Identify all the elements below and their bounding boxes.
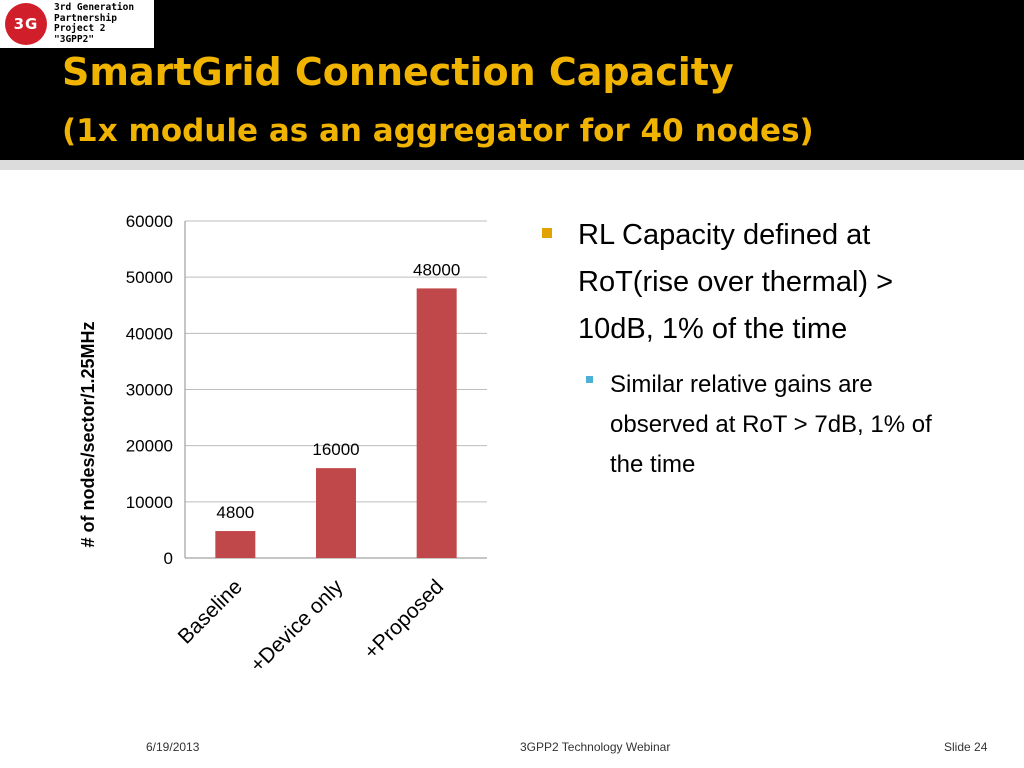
bullet-main-text: RL Capacity defined at RoT(rise over the… (578, 219, 894, 345)
y-tick-label: 50000 (126, 268, 173, 287)
data-label: 48000 (413, 260, 460, 279)
bar (316, 468, 356, 558)
3gpp2-logo: 3G 3rd Generation Partnership Project 2 … (0, 0, 154, 48)
category-label: +Device only (246, 575, 348, 677)
data-label: 4800 (216, 503, 254, 522)
y-tick-label: 0 (164, 549, 173, 568)
data-label: 16000 (312, 440, 359, 459)
3g-badge-icon: 3G (5, 3, 47, 45)
header-divider (0, 160, 1024, 170)
slide-title: SmartGrid Connection Capacity (62, 50, 734, 94)
slide-subtitle: (1x module as an aggregator for 40 nodes… (62, 113, 814, 149)
slide-header (0, 0, 1024, 160)
y-tick-label: 60000 (126, 212, 173, 231)
category-label: Baseline (174, 575, 247, 648)
logo-text: 3rd Generation Partnership Project 2 "3G… (54, 2, 135, 45)
bar (416, 288, 457, 558)
bar-chart: 0 10000 20000 30000 40000 50000 60000 4800 Basel… (78, 212, 487, 677)
y-tick-label: 30000 (126, 381, 173, 400)
bullet-square-icon (586, 376, 593, 383)
bar (215, 531, 256, 558)
bullet-square-icon (542, 228, 552, 238)
footer-date: 6/19/2013 (146, 740, 200, 754)
bullet-sub-text: Similar relative gains are observed at R… (610, 371, 932, 478)
y-tick-label: 10000 (126, 493, 173, 512)
y-tick-label: 40000 (126, 324, 173, 343)
footer-slide-number: Slide 24 (944, 740, 988, 754)
y-axis-title: # of nodes/sector/1.25MHz (78, 321, 98, 547)
category-label: +Proposed (360, 575, 449, 664)
footer-center: 3GPP2 Technology Webinar (520, 740, 671, 754)
y-tick-label: 20000 (126, 437, 173, 456)
